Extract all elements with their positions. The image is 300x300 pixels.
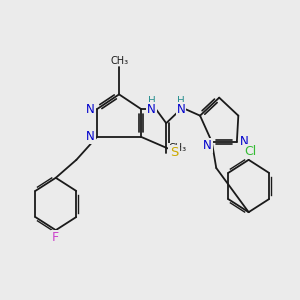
Text: N: N xyxy=(240,135,249,148)
Text: H: H xyxy=(148,96,155,106)
Text: N: N xyxy=(86,103,95,116)
Text: CH₃: CH₃ xyxy=(169,143,187,153)
Text: N: N xyxy=(86,130,95,143)
Text: N: N xyxy=(203,139,212,152)
Text: Cl: Cl xyxy=(244,145,256,158)
Text: CH₃: CH₃ xyxy=(110,56,128,66)
Text: F: F xyxy=(52,231,59,244)
Text: S: S xyxy=(170,146,178,159)
Text: N: N xyxy=(176,103,185,116)
Text: H: H xyxy=(177,96,185,106)
Text: N: N xyxy=(147,103,156,116)
